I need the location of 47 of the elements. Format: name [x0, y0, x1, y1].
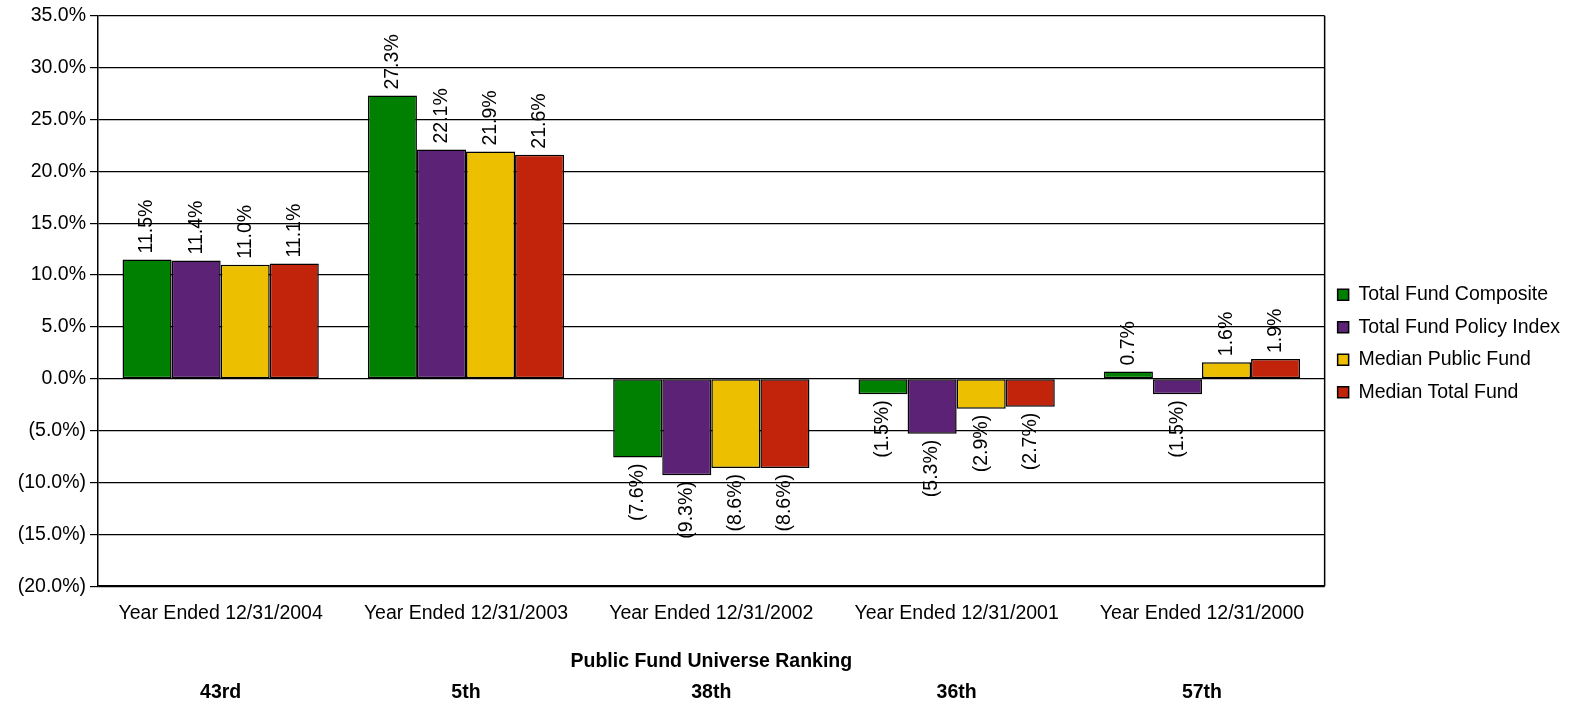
data-label: 11.4%: [183, 200, 206, 255]
y-tick-label: 15.0%: [30, 210, 86, 233]
text: 36th: [936, 680, 977, 703]
data-label: (9.3%): [674, 481, 697, 539]
y-tick-label: 10.0%: [30, 262, 86, 285]
y-tick-label: (15.0%): [17, 521, 86, 544]
data-label: 1.6%: [1213, 311, 1236, 357]
legend-label: Total Fund Composite: [1358, 282, 1549, 305]
x-axis-title: Public Fund Universe Ranking: [570, 648, 853, 671]
text: 38th: [691, 680, 732, 703]
data-label: (2.9%): [968, 414, 991, 473]
y-tick-label: (20.0%): [17, 573, 86, 596]
y-tick-label: 25.0%: [30, 106, 86, 129]
data-label: 21.6%: [526, 93, 549, 149]
legend-label: Median Total Fund: [1358, 379, 1519, 402]
text: 5th: [451, 680, 481, 703]
data-label: 21.9%: [477, 90, 500, 146]
data-label: (7.6%): [625, 463, 648, 522]
data-label: (1.5%): [870, 400, 893, 458]
y-tick-label: 0.0%: [41, 366, 86, 389]
data-label: 22.1%: [428, 88, 451, 144]
data-label: 0.7%: [1115, 321, 1138, 366]
text: 43rd: [200, 680, 242, 703]
data-label: (2.7%): [1017, 412, 1040, 471]
data-label: 11.0%: [232, 204, 255, 259]
y-tick-label: (5.0%): [28, 417, 86, 440]
y-tick-label: 35.0%: [30, 3, 86, 26]
text: 57th: [1181, 680, 1223, 703]
data-label: 27.3%: [379, 34, 402, 90]
x-tick-label: Year Ended 12/31/2003: [363, 601, 569, 624]
x-tick-label: Year Ended 12/31/2002: [609, 601, 814, 624]
y-tick-label: (10.0%): [17, 469, 86, 492]
legend-label: Total Fund Policy Index: [1358, 314, 1561, 337]
data-label: 11.1%: [281, 203, 304, 258]
x-tick-label: Year Ended 12/31/2004: [118, 601, 323, 624]
data-label: 1.9%: [1262, 308, 1285, 354]
data-label: (1.5%): [1164, 400, 1187, 458]
x-tick-label: Year Ended 12/31/2000: [1099, 601, 1305, 624]
legend-label: Median Public Fund: [1358, 347, 1531, 370]
x-tick-label: Year Ended 12/31/2001: [854, 601, 1059, 624]
y-tick-label: 20.0%: [30, 158, 86, 181]
data-label: (8.6%): [723, 473, 746, 532]
y-tick-label: 5.0%: [41, 314, 86, 337]
data-label: 11.5%: [134, 199, 157, 254]
data-label: (8.6%): [772, 473, 795, 532]
data-label: (5.3%): [919, 439, 942, 498]
y-tick-label: 30.0%: [30, 54, 86, 77]
